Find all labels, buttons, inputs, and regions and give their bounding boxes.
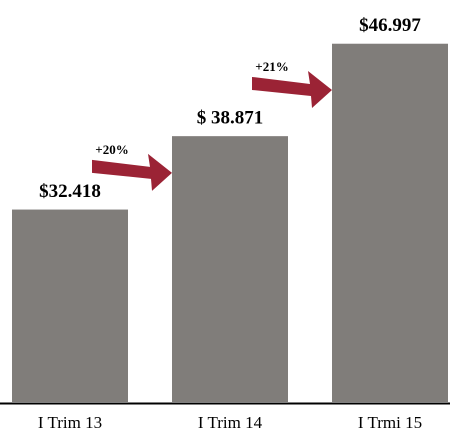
x-tick-label: I Trmi 15 (358, 413, 422, 432)
value-label: $46.997 (359, 15, 421, 36)
bar (12, 209, 128, 402)
growth-label: +21% (255, 59, 288, 74)
bar (332, 43, 448, 403)
value-label: $32.418 (39, 181, 101, 202)
growth-arrow (252, 70, 332, 108)
value-label: $ 38.871 (197, 108, 264, 129)
x-tick-label: I Trim 13 (38, 413, 102, 432)
growth-label: +20% (95, 142, 128, 157)
x-tick-label: I Trim 14 (198, 413, 263, 432)
growth-arrow (92, 153, 172, 191)
bar (172, 136, 288, 402)
